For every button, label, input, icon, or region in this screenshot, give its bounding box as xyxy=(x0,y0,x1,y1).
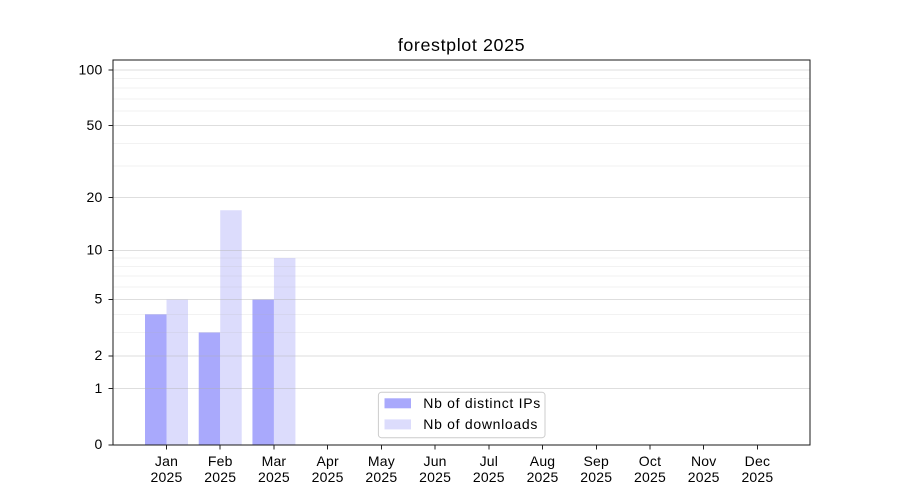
svg-text:Dec: Dec xyxy=(745,453,771,469)
svg-text:2025: 2025 xyxy=(688,469,720,485)
svg-text:2025: 2025 xyxy=(741,469,773,485)
svg-text:forestplot 2025: forestplot 2025 xyxy=(398,35,525,55)
svg-text:2025: 2025 xyxy=(580,469,612,485)
svg-text:Nb of downloads: Nb of downloads xyxy=(423,416,538,432)
svg-text:2025: 2025 xyxy=(151,469,183,485)
svg-text:2025: 2025 xyxy=(634,469,666,485)
svg-text:2025: 2025 xyxy=(258,469,290,485)
svg-text:Nov: Nov xyxy=(691,453,717,469)
svg-text:1: 1 xyxy=(95,380,103,396)
svg-text:50: 50 xyxy=(87,117,103,133)
svg-text:2025: 2025 xyxy=(473,469,505,485)
svg-text:2025: 2025 xyxy=(204,469,236,485)
svg-text:Jul: Jul xyxy=(480,453,499,469)
svg-text:Jan: Jan xyxy=(155,453,178,469)
svg-text:Nb of distinct IPs: Nb of distinct IPs xyxy=(423,395,541,411)
svg-text:10: 10 xyxy=(87,241,103,257)
svg-text:Mar: Mar xyxy=(262,453,287,469)
svg-text:Sep: Sep xyxy=(584,453,610,469)
svg-text:Feb: Feb xyxy=(208,453,233,469)
svg-text:20: 20 xyxy=(87,189,103,205)
svg-text:Aug: Aug xyxy=(530,453,556,469)
svg-text:2025: 2025 xyxy=(419,469,451,485)
svg-text:2025: 2025 xyxy=(365,469,397,485)
svg-text:2025: 2025 xyxy=(312,469,344,485)
svg-text:0: 0 xyxy=(95,436,103,452)
svg-text:May: May xyxy=(368,453,395,469)
svg-text:Jun: Jun xyxy=(424,453,447,469)
svg-text:5: 5 xyxy=(95,291,103,307)
svg-text:Oct: Oct xyxy=(639,453,661,469)
svg-text:Apr: Apr xyxy=(316,453,339,469)
svg-text:2025: 2025 xyxy=(527,469,559,485)
svg-text:100: 100 xyxy=(79,61,103,77)
svg-text:2: 2 xyxy=(95,347,103,363)
